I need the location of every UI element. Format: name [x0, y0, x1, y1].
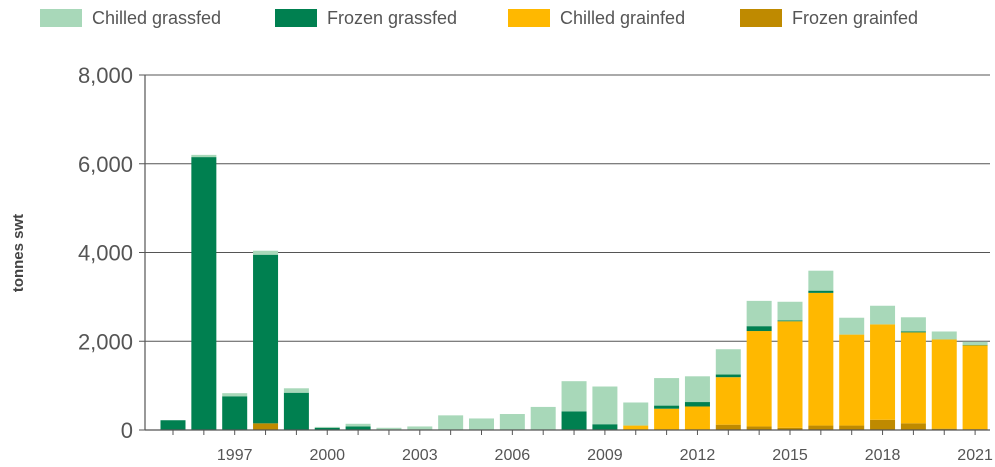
bar-2016-chilled-grainfed	[808, 292, 834, 426]
legend: Chilled grassfed Frozen grassfed Chilled g…	[40, 8, 918, 28]
bar-1995-frozen-grassfed	[160, 420, 186, 430]
bar-2015-chilled-grainfed	[777, 321, 803, 428]
y-tick-label-4: 8,000	[78, 63, 133, 88]
x-tick-label-2006: 2006	[495, 447, 531, 464]
bar-2014-frozen-grainfed	[746, 426, 772, 430]
bar-2012-chilled-grainfed	[684, 406, 710, 430]
bar-2001-chilled-grassfed	[345, 423, 371, 427]
y-tick-label-1: 2,000	[78, 329, 133, 354]
bar-2013-frozen-grassfed	[715, 374, 741, 378]
bar-2021-chilled-grassfed	[962, 341, 988, 345]
bar-2018-chilled-grainfed	[870, 324, 896, 420]
legend-swatch-frozen-grassfed	[275, 9, 317, 27]
bar-2013-chilled-grassfed	[715, 349, 741, 375]
bar-2007-chilled-grassfed	[530, 406, 556, 430]
bar-1999-chilled-grassfed	[283, 388, 309, 393]
bar-2014-frozen-grassfed	[746, 326, 772, 332]
bar-2014-chilled-grassfed	[746, 300, 772, 327]
bar-2000-frozen-grassfed	[314, 427, 340, 430]
x-tick-label-2000: 2000	[309, 447, 345, 464]
bar-2019-frozen-grassfed	[900, 331, 926, 333]
bar-2011-chilled-grainfed	[654, 408, 680, 430]
bar-2009-chilled-grassfed	[592, 386, 618, 425]
bar-2006-chilled-grassfed	[499, 414, 525, 430]
bar-2017-frozen-grainfed	[839, 425, 865, 430]
legend-label-frozen-grainfed: Frozen grainfed	[792, 8, 918, 28]
x-tick-label-2015: 2015	[772, 447, 808, 464]
y-tick-label-0: 0	[121, 418, 133, 443]
bar-2019-chilled-grainfed	[900, 332, 926, 424]
bar-2019-chilled-grassfed	[900, 317, 926, 332]
bar-2015-chilled-grassfed	[777, 301, 803, 321]
bar-2010-chilled-grassfed	[623, 402, 649, 426]
x-tick-label-2009: 2009	[587, 447, 623, 464]
bar-2019-frozen-grainfed	[900, 423, 926, 430]
bar-1997-frozen-grassfed	[222, 396, 248, 430]
bar-2016-chilled-grassfed	[808, 270, 834, 291]
bar-2009-frozen-grassfed	[592, 424, 618, 430]
y-tick-label-2: 4,000	[78, 241, 133, 266]
bar-1996-chilled-grassfed	[191, 154, 217, 158]
legend-swatch-chilled-grassfed	[40, 9, 82, 27]
bar-1998-chilled-grassfed	[253, 250, 279, 255]
bar-2011-frozen-grassfed	[654, 405, 680, 409]
x-tick-label-1997: 1997	[217, 447, 253, 464]
bar-1998-frozen-grassfed	[253, 254, 279, 424]
x-tick-label-2003: 2003	[402, 447, 438, 464]
bar-2008-chilled-grassfed	[561, 381, 587, 412]
bar-2015-frozen-grainfed	[777, 427, 803, 430]
x-tick-label-2018: 2018	[865, 447, 901, 464]
legend-label-chilled-grassfed: Chilled grassfed	[92, 8, 221, 28]
y-tick-labels: 0 2,000 4,000 6,000 8,000	[78, 63, 145, 443]
bar-2001-frozen-grassfed	[345, 426, 371, 430]
legend-label-frozen-grassfed: Frozen grassfed	[327, 8, 457, 28]
bar-1999-frozen-grassfed	[283, 392, 309, 430]
legend-swatch-chilled-grainfed	[508, 9, 550, 27]
bar-2005-chilled-grassfed	[469, 418, 494, 430]
y-tick-label-3: 6,000	[78, 152, 133, 177]
bar-2021-frozen-grassfed	[962, 344, 988, 346]
bar-2016-frozen-grainfed	[808, 425, 834, 430]
bar-1997-chilled-grassfed	[222, 393, 248, 397]
bar-2017-chilled-grassfed	[839, 317, 865, 335]
bar-2002-chilled-grassfed	[376, 427, 402, 430]
y-axis-label: tonnes swt	[10, 214, 27, 292]
x-tick-label-2012: 2012	[680, 447, 716, 464]
bar-2020-chilled-grassfed	[931, 331, 957, 340]
bar-2016-frozen-grassfed	[808, 290, 834, 293]
bar-2013-frozen-grainfed	[715, 424, 741, 430]
bar-2012-chilled-grassfed	[684, 376, 710, 403]
bar-2011-chilled-grassfed	[654, 378, 680, 406]
bar-2020-frozen-grainfed	[931, 428, 957, 430]
bar-2004-chilled-grassfed	[438, 415, 464, 430]
bar-1996-frozen-grassfed	[191, 157, 217, 430]
x-tick-labels: 1997 2000 2003 2006 2009 2012 2015 2018 2021	[172, 430, 993, 464]
bar-2020-chilled-grainfed	[931, 339, 957, 429]
legend-swatch-frozen-grainfed	[740, 9, 782, 27]
bar-2012-frozen-grassfed	[684, 402, 710, 407]
bar-2021-chilled-grainfed	[962, 345, 988, 430]
bar-2018-chilled-grassfed	[870, 305, 896, 325]
bar-2010-chilled-grainfed	[623, 425, 649, 430]
bar-2017-chilled-grainfed	[839, 334, 865, 426]
bar-2003-chilled-grassfed	[407, 426, 433, 430]
legend-label-chilled-grainfed: Chilled grainfed	[560, 8, 685, 28]
bar-2000-chilled-grassfed	[314, 426, 340, 428]
bar-2015-frozen-grassfed	[777, 320, 803, 322]
bar-2018-frozen-grainfed	[870, 419, 896, 430]
x-tick-label-2021: 2021	[957, 447, 993, 464]
bar-2008-frozen-grassfed	[561, 411, 587, 430]
bar-1998-frozen-grainfed	[253, 423, 279, 430]
bar-2013-chilled-grainfed	[715, 377, 741, 425]
bars	[160, 154, 988, 430]
bar-2014-chilled-grainfed	[746, 331, 772, 427]
